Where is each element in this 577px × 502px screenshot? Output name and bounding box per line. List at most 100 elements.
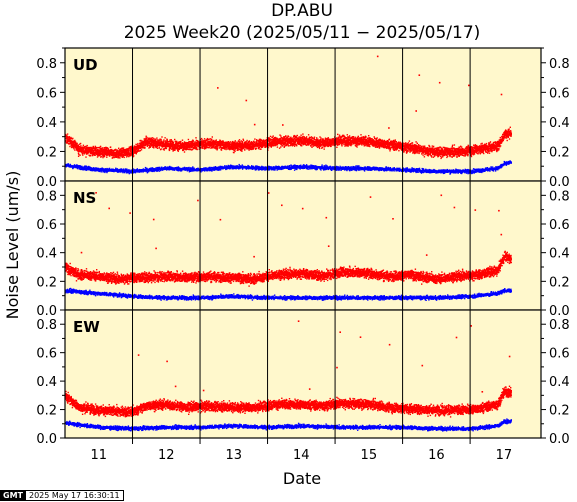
data-point <box>176 140 178 143</box>
data-point <box>127 154 130 156</box>
data-point <box>202 147 204 149</box>
data-point <box>203 143 206 146</box>
data-point <box>96 147 98 149</box>
data-point <box>213 145 215 147</box>
data-point <box>190 143 192 145</box>
data-point <box>170 143 172 145</box>
data-point <box>375 146 377 148</box>
data-point <box>418 74 421 76</box>
data-point <box>203 138 206 140</box>
data-point <box>205 142 207 144</box>
data-point <box>185 141 187 144</box>
data-point <box>242 138 244 140</box>
data-point <box>79 146 81 148</box>
data-point <box>133 155 135 157</box>
data-point <box>170 141 172 143</box>
data-point <box>216 149 218 151</box>
data-point <box>102 155 104 158</box>
data-point <box>126 155 129 157</box>
data-point <box>158 139 160 141</box>
data-point <box>433 155 436 157</box>
data-point <box>367 137 369 139</box>
data-point <box>282 124 284 126</box>
data-point <box>148 141 151 143</box>
data-point <box>347 145 349 147</box>
data-point <box>101 150 104 152</box>
data-point <box>103 147 106 149</box>
data-point <box>84 148 87 150</box>
data-point <box>179 141 181 143</box>
data-point <box>179 147 181 150</box>
data-point <box>155 140 158 143</box>
data-point <box>128 146 130 148</box>
data-point <box>276 146 279 148</box>
data-point <box>242 139 245 142</box>
data-point <box>111 150 114 152</box>
data-point <box>78 153 80 156</box>
data-point <box>66 138 68 140</box>
data-point <box>98 146 101 149</box>
data-point <box>90 153 93 155</box>
data-point <box>225 148 227 151</box>
data-point <box>122 147 124 149</box>
data-point <box>121 156 123 158</box>
data-point <box>202 140 205 143</box>
data-point <box>434 147 436 149</box>
data-point <box>103 152 105 154</box>
data-point <box>201 139 203 141</box>
data-point <box>161 136 163 138</box>
data-point <box>339 135 341 138</box>
data-point <box>79 143 81 145</box>
data-point <box>99 151 101 153</box>
data-point <box>394 139 396 141</box>
data-point <box>407 142 410 144</box>
data-point <box>120 148 122 150</box>
data-point <box>138 150 140 152</box>
data-point <box>217 87 219 89</box>
data-point <box>419 144 421 147</box>
data-point <box>254 138 256 140</box>
data-point <box>338 134 341 136</box>
data-point <box>83 153 86 155</box>
data-point <box>183 141 186 143</box>
data-point <box>147 139 149 141</box>
data-point <box>122 147 125 149</box>
data-point <box>215 142 217 144</box>
data-point <box>99 147 102 149</box>
data-point <box>163 141 165 143</box>
data-point <box>374 137 376 140</box>
data-point <box>311 137 314 139</box>
data-point <box>65 133 67 136</box>
data-point <box>184 147 186 149</box>
data-point <box>146 145 149 147</box>
data-point <box>99 151 102 153</box>
data-point <box>154 140 157 142</box>
data-point <box>68 138 71 141</box>
data-point <box>183 151 186 153</box>
data-point <box>121 151 123 154</box>
data-point <box>208 140 211 142</box>
data-point <box>73 148 75 150</box>
data-point <box>168 149 171 151</box>
data-point <box>270 146 272 148</box>
data-point <box>69 145 71 148</box>
data-point <box>344 145 346 147</box>
data-point <box>310 144 312 147</box>
data-point <box>174 149 176 151</box>
data-point <box>217 145 219 147</box>
data-point <box>324 137 327 139</box>
data-point <box>196 140 198 142</box>
data-point <box>168 142 170 145</box>
data-point <box>122 155 124 158</box>
data-point <box>109 155 111 157</box>
data-point <box>72 142 75 144</box>
data-point <box>100 155 102 158</box>
data-point <box>160 143 162 146</box>
data-point <box>95 151 97 154</box>
data-point <box>139 139 141 142</box>
data-point <box>184 142 187 145</box>
data-point <box>258 146 261 148</box>
data-point <box>151 139 154 141</box>
data-point <box>217 142 219 144</box>
data-point <box>213 147 216 149</box>
